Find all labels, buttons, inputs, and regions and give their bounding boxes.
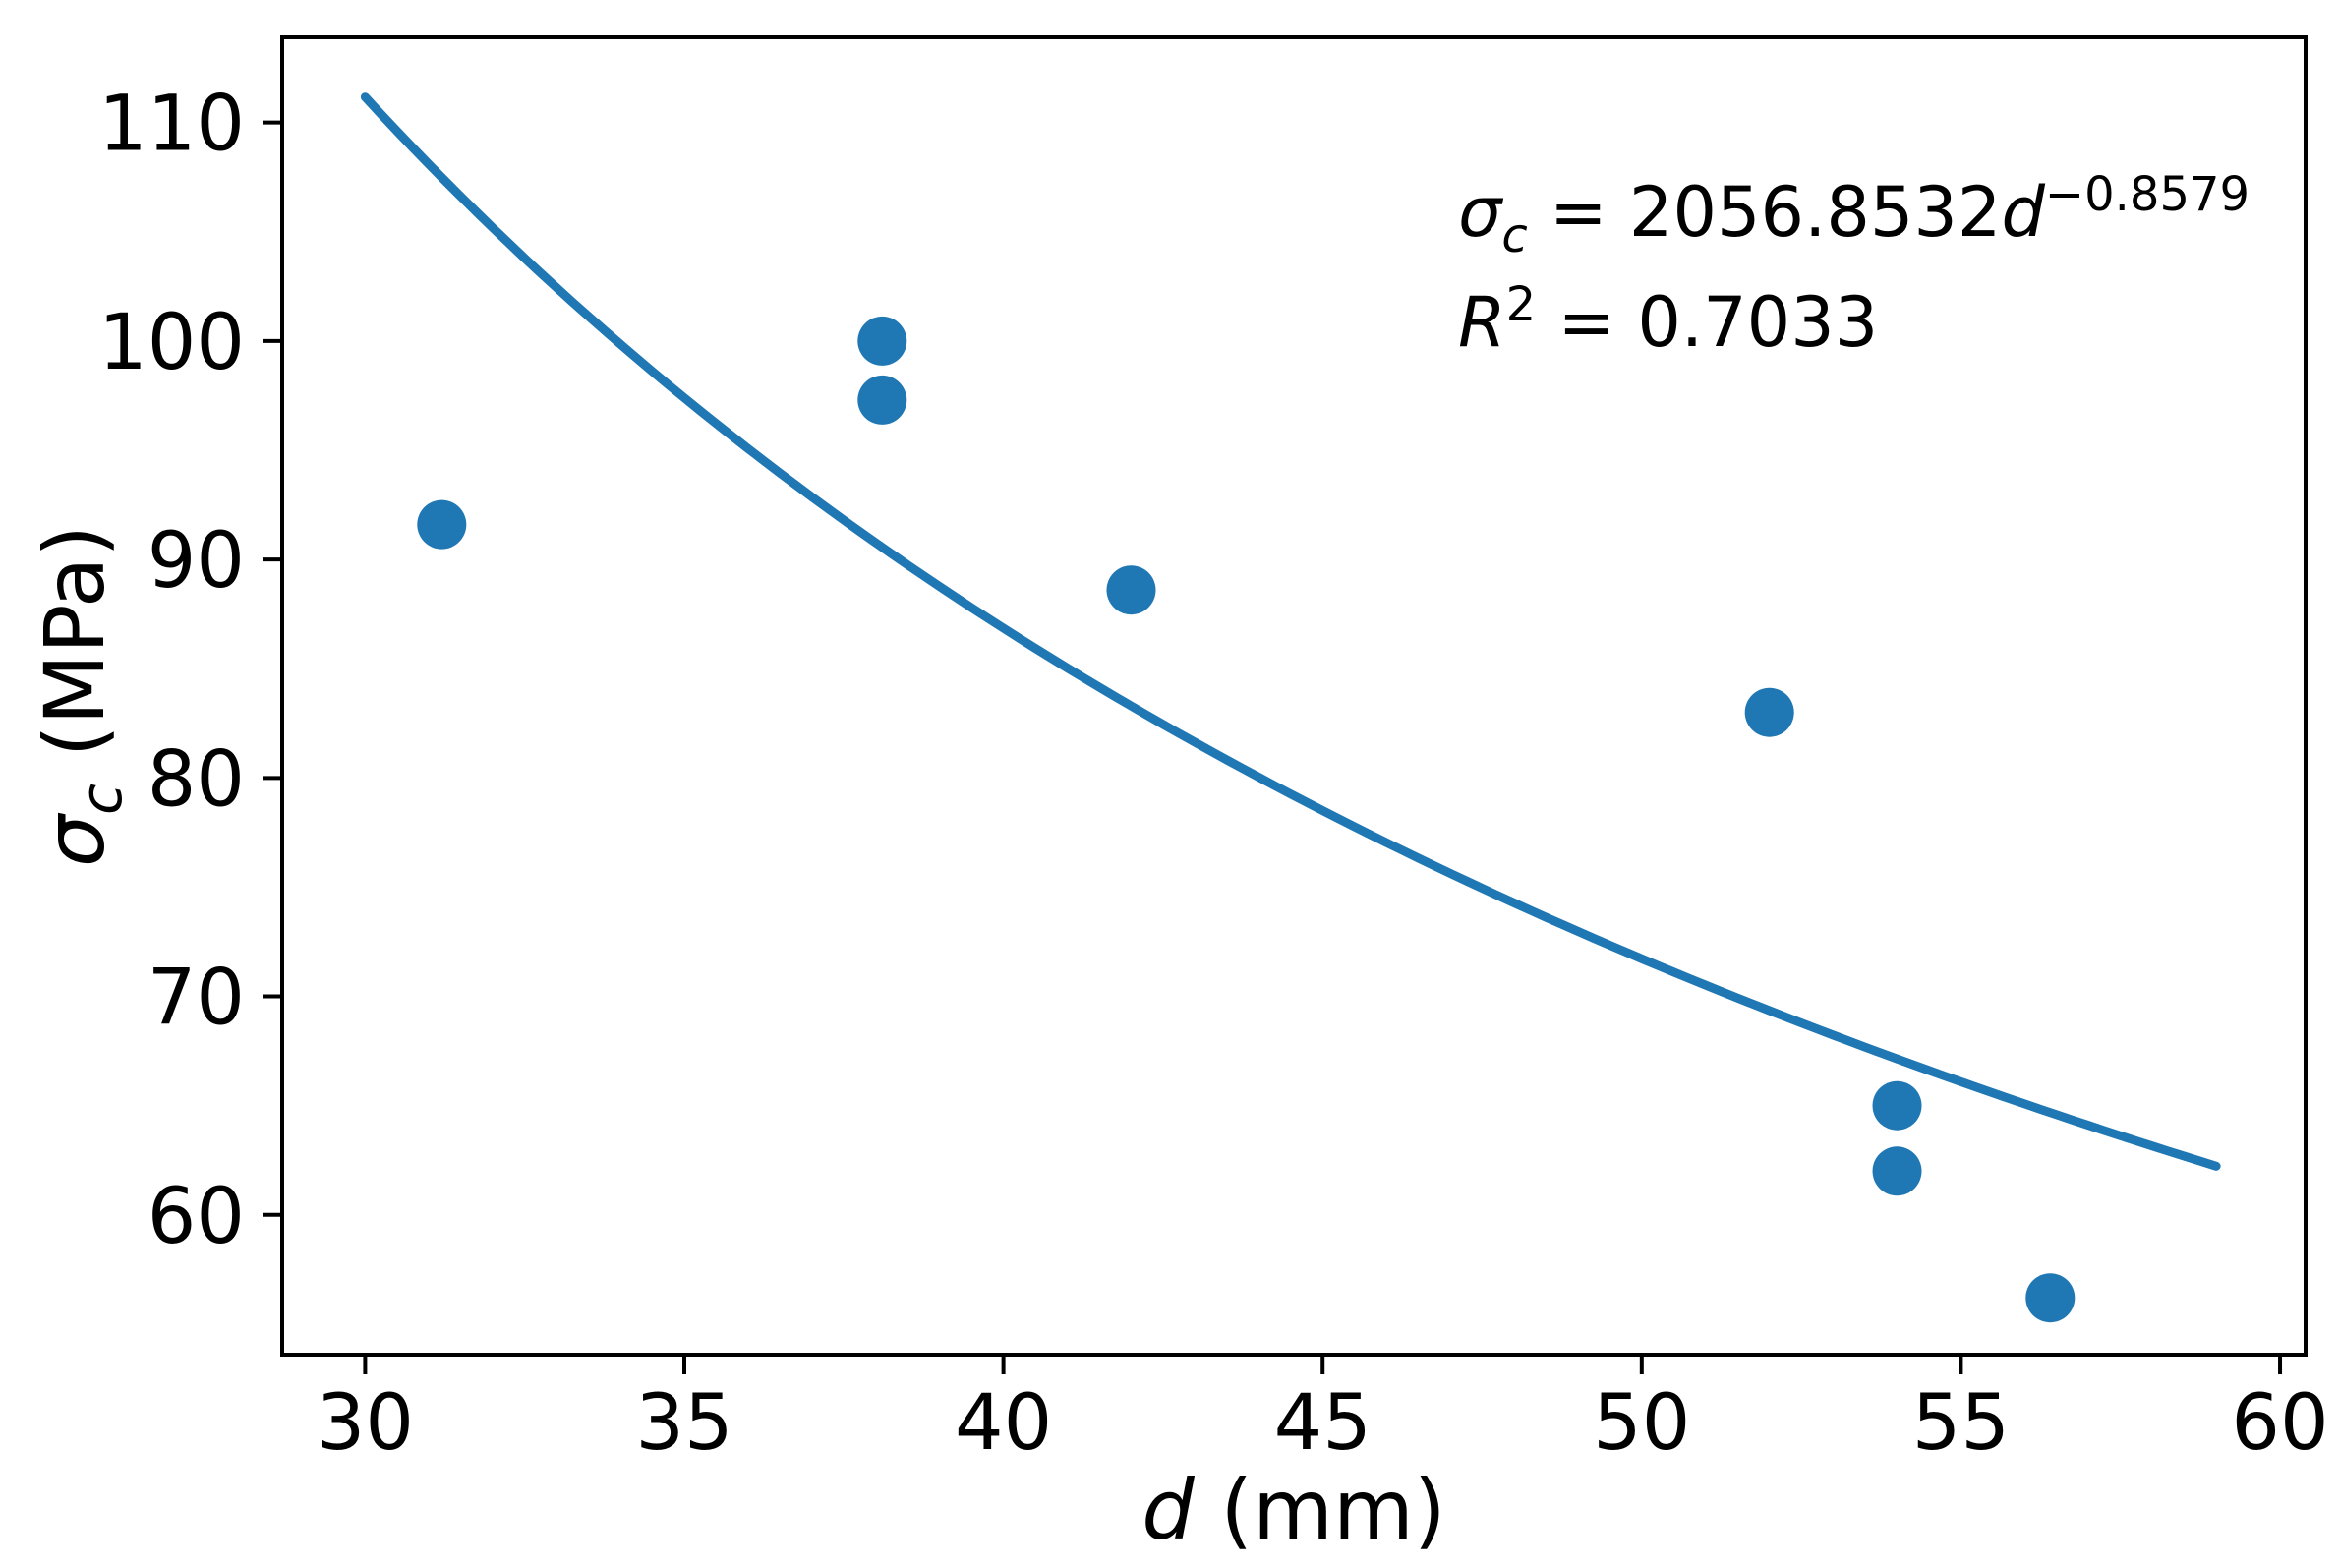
data-point <box>1872 1080 1922 1131</box>
fit-equation: σc = 2056.8532d−0.8579 <box>1458 167 2250 263</box>
data-point <box>417 499 467 550</box>
x-tick-label: 50 <box>1593 1379 1690 1468</box>
equation-variable: d <box>2001 172 2045 253</box>
x-tick-label: 30 <box>317 1379 414 1468</box>
data-point <box>1106 565 1156 615</box>
y-tick-label: 60 <box>147 1173 245 1261</box>
y-axis-label: σc (MPa) <box>27 525 135 867</box>
r-squared-annotation: R2 = 0.7033 <box>1458 277 1878 363</box>
x-tick-label: 40 <box>955 1379 1052 1468</box>
y-axis-subscript: c <box>68 784 135 815</box>
x-tick-label: 55 <box>1912 1379 2010 1468</box>
y-tick-label: 100 <box>98 299 245 387</box>
equation-coefficient: = 2056.8532 <box>1528 172 2002 253</box>
equation-exponent: −0.8579 <box>2045 167 2250 222</box>
y-tick-label: 90 <box>147 517 245 606</box>
data-point <box>857 316 907 366</box>
fit-curve <box>360 92 2221 1171</box>
data-point <box>857 375 907 425</box>
y-tick-label: 110 <box>98 81 245 169</box>
data-point <box>2025 1273 2076 1323</box>
fit-curve-path <box>360 92 2221 1171</box>
x-axis-label: d (mm) <box>1141 1462 1445 1558</box>
data-point <box>1872 1146 1922 1196</box>
x-tick-label: 45 <box>1274 1379 1372 1468</box>
x-axis-variable: d <box>1141 1462 1195 1558</box>
y-axis-symbol: σ <box>27 812 123 867</box>
r-value: = 0.7033 <box>1536 282 1878 363</box>
r-symbol: R <box>1458 282 1506 363</box>
y-tick-label: 80 <box>147 735 245 824</box>
equation-sigma-subscript: c <box>1501 208 1527 263</box>
r-superscript: 2 <box>1506 277 1537 332</box>
y-axis-unit: (MPa) <box>27 525 123 784</box>
x-axis-ticks: 30 35 40 45 50 55 60 <box>317 1355 2329 1468</box>
x-tick-label: 35 <box>635 1379 732 1468</box>
equation-sigma: σ <box>1458 172 1504 253</box>
y-axis-ticks: 60 70 80 90 100 110 <box>98 81 282 1261</box>
y-tick-label: 70 <box>147 955 245 1043</box>
data-points <box>417 316 2076 1323</box>
plot-frame <box>280 35 2308 1357</box>
x-tick-label: 60 <box>2231 1379 2328 1468</box>
x-axis-unit: (mm) <box>1195 1462 1446 1558</box>
data-point <box>1744 687 1794 737</box>
